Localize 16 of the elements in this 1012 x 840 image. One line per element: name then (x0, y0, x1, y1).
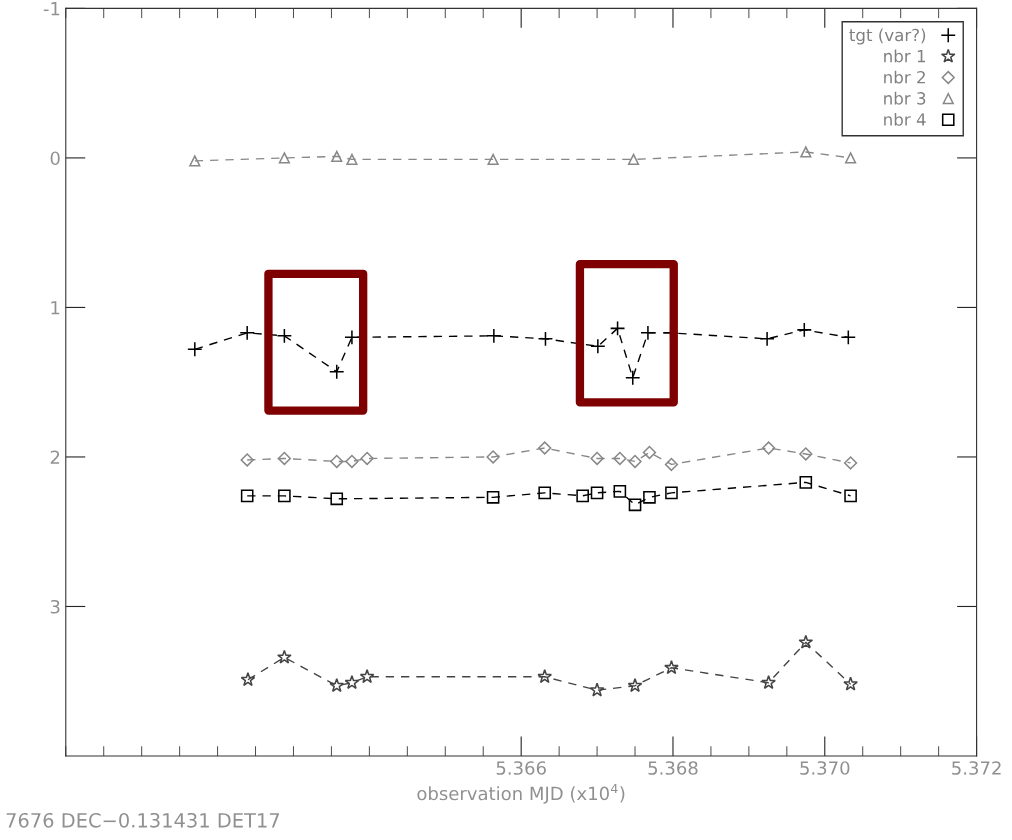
y-tick-label: 3 (50, 599, 60, 614)
x-tick-label: 5.368 (648, 761, 698, 775)
legend-label: tgt (var?) (849, 28, 926, 45)
legend-label: nbr 4 (884, 112, 926, 126)
y-tick-label: 2 (50, 450, 60, 464)
x-tick-label: 5.366 (496, 761, 546, 775)
y-tick-label: 0 (50, 151, 60, 166)
x-tick-label: 5.370 (800, 761, 850, 775)
y-tick-label: -1 (43, 2, 60, 16)
legend-label: nbr 1 (884, 49, 926, 63)
legend-label: nbr 2 (884, 70, 925, 84)
x-tick-label: 5.372 (952, 761, 1001, 775)
x-axis-title: observation MJD (x10$^{4}$) (417, 783, 625, 804)
y-tick-label: 1 (51, 301, 60, 315)
legend-label: nbr 3 (884, 91, 926, 105)
text: 7676 DEC−0.131431 DET17 (6, 812, 280, 828)
